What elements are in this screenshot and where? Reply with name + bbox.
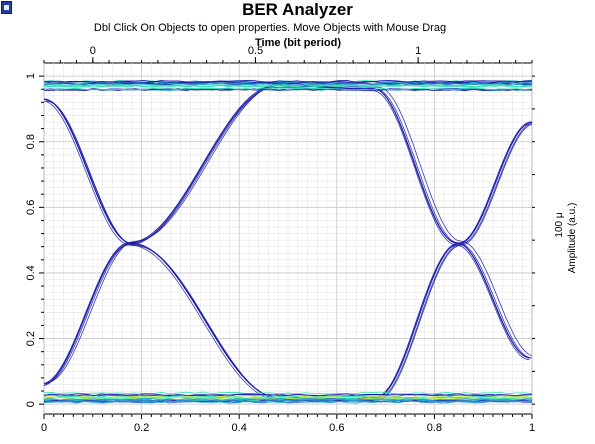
right-tick-label: 100 μ [554, 212, 565, 237]
low-level-band [44, 393, 532, 397]
app-title: BER Analyzer [242, 0, 353, 19]
top-tick-label: 0.5 [248, 45, 263, 57]
bottom-tick-label: 0.8 [427, 422, 442, 434]
low-level-band [44, 398, 532, 401]
app-subtitle: Dbl Click On Objects to open properties.… [93, 22, 447, 34]
bottom-tick-label: 0.4 [232, 422, 247, 434]
top-tick-label: 1 [415, 45, 421, 57]
left-tick-label: 0.4 [25, 265, 37, 280]
eye-traces [44, 79, 532, 404]
series-1-trace [44, 85, 532, 385]
bottom-tick-label: 0.2 [134, 422, 149, 434]
left-tick-label: 0.6 [25, 200, 37, 215]
low-level-band [44, 396, 532, 400]
grid-lines [43, 63, 533, 414]
bottom-tick-label: 1 [529, 422, 535, 434]
series-1-trace [44, 84, 531, 384]
right-axis-label: Amplitude (a.u.) [567, 203, 578, 274]
top-axis-label: Time (bit period) [255, 37, 341, 49]
left-tick-label: 0 [25, 401, 37, 407]
high-level-band [44, 84, 532, 88]
bottom-tick-label: 0.6 [329, 422, 344, 434]
left-tick-label: 1 [25, 73, 37, 79]
top-tick-label: 0 [90, 45, 96, 57]
high-level-band [44, 82, 532, 85]
high-level-band [44, 87, 532, 91]
bottom-tick-label: 0 [41, 422, 47, 434]
left-tick-label: 0.2 [25, 331, 37, 346]
axes: 0 0.2 0.4 0.6 0.8 1 0 0.2 0.4 0.6 0.8 1 0 0.5 1 [25, 45, 535, 434]
app-icon[interactable] [1, 1, 12, 14]
series-0-trace [45, 99, 532, 399]
left-tick-label: 0.8 [25, 134, 37, 149]
